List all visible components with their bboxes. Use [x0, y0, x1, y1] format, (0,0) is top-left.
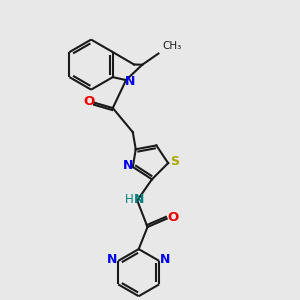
Text: H: H [124, 193, 134, 206]
Text: N: N [123, 159, 133, 172]
Text: CH₃: CH₃ [162, 40, 181, 51]
Text: S: S [170, 155, 179, 168]
Text: O: O [167, 211, 178, 224]
Text: O: O [83, 95, 94, 108]
Text: N: N [160, 253, 170, 266]
Text: N: N [107, 253, 118, 266]
Text: N: N [124, 75, 135, 88]
Text: N: N [134, 193, 144, 206]
